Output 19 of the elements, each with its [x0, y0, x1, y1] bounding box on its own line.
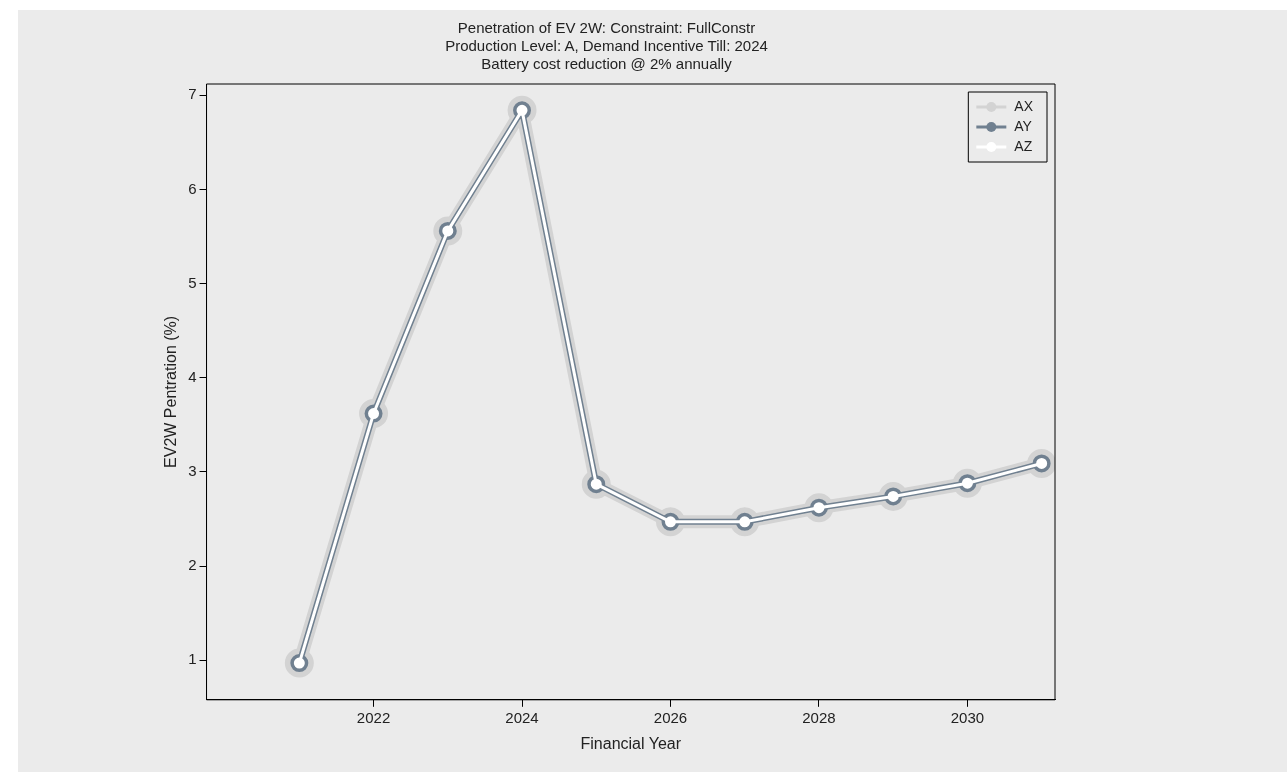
legend-label: AY — [1014, 117, 1033, 134]
y-axis-title: EV2W Pentration (%) — [162, 315, 180, 468]
y-tick-label: 5 — [188, 273, 197, 291]
x-tick-label: 2030 — [950, 708, 985, 726]
x-tick-label: 2026 — [653, 708, 688, 726]
y-tick-label: 4 — [188, 367, 197, 385]
legend-label: AZ — [1014, 137, 1033, 154]
x-tick-label: 2024 — [505, 708, 539, 726]
chart-title: Penetration of EV 2W: Constraint: FullConstr — [457, 19, 756, 37]
y-tick-label: 3 — [188, 462, 197, 480]
y-tick-label: 1 — [188, 650, 197, 668]
legend-label: AX — [1014, 97, 1034, 114]
x-tick-label: 2022 — [356, 708, 391, 726]
y-tick-label: 7 — [188, 85, 197, 103]
y-tick-label: 2 — [188, 556, 197, 574]
x-tick-label: 2028 — [802, 708, 836, 726]
x-axis-title: Financial Year — [580, 734, 682, 752]
chart-subtitle: Production Level: A, Demand Incentive Till: 2024 Battery cost reduction @ 2% annually — [445, 37, 768, 73]
y-tick-label: 6 — [188, 179, 197, 197]
